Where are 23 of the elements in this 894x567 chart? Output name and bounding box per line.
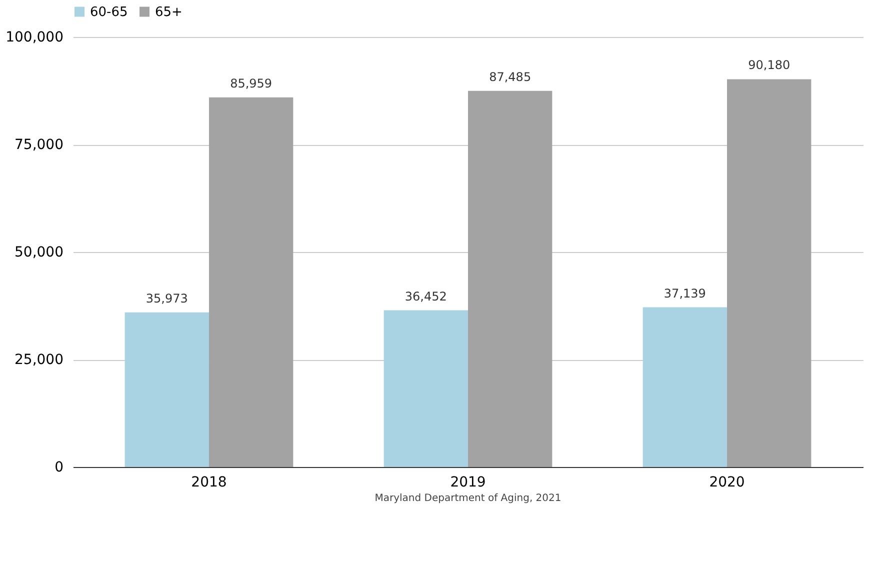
data-label: 36,452 (404, 289, 447, 304)
data-label: 87,485 (489, 70, 532, 84)
y-tick-label: 100,000 (6, 30, 64, 46)
y-tick-label: 50,000 (14, 244, 64, 260)
y-tick-label: 25,000 (14, 352, 64, 368)
y-tick-label: 0 (54, 460, 64, 476)
bar (124, 312, 209, 467)
data-label: 35,973 (146, 291, 188, 306)
y-tick-label: 75,000 (14, 137, 64, 153)
x-tick-label: 2019 (450, 474, 486, 490)
bar (208, 97, 294, 467)
bar (468, 90, 552, 467)
data-label: 90,180 (748, 58, 790, 72)
data-label: 85,959 (230, 76, 272, 90)
text: Maryland Department of Aging, 2021 (374, 493, 562, 504)
legend-label: 65+ (155, 4, 182, 20)
legend-label: 60-65 (90, 4, 128, 20)
data-label: 37,139 (664, 286, 706, 300)
bar (727, 79, 812, 467)
bar (384, 310, 468, 467)
x-tick-label: 2020 (709, 474, 745, 490)
x-tick-label: 2018 (191, 474, 227, 490)
bar (642, 307, 728, 467)
